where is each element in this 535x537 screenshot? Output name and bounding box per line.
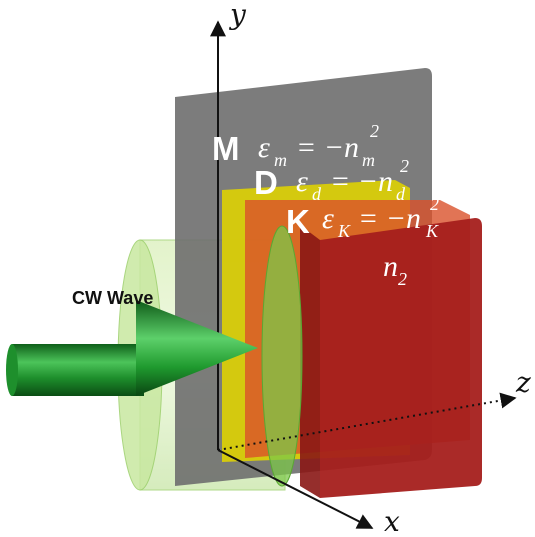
metal-eq-rhs-subscript: m (362, 150, 375, 170)
axes: y x z (210, 0, 531, 537)
y-axis-label: y (228, 0, 247, 31)
metal-eq-subscript: m (274, 150, 287, 170)
z-axis (217, 392, 517, 451)
cw-wave-arrow (6, 300, 258, 396)
kerr-letter: K (286, 203, 310, 240)
dielectric-letter: D (254, 164, 278, 201)
kerr-eq-rhs-subscript: K (425, 221, 439, 241)
metal-label: M ε m = −n m 2 (212, 121, 379, 170)
kerr-eq-symbol: ε (322, 202, 334, 235)
dielectric-eq-subscript: d (312, 184, 322, 204)
dielectric-eq-superscript: 2 (400, 156, 409, 176)
dielectric-eq-rhs: = −n (330, 165, 393, 198)
kerr-label: K ε K = −n K 2 (286, 194, 439, 241)
substrate-label: n 2 (383, 250, 407, 289)
substrate-block (300, 218, 482, 498)
kerr-eq-subscript: K (337, 221, 351, 241)
kerr-eq-rhs: = −n (358, 202, 421, 235)
kerr-eq-superscript: 2 (430, 194, 439, 214)
metal-eq-superscript: 2 (370, 121, 379, 141)
dielectric-label: D ε d = −n d 2 (254, 156, 409, 204)
cw-wave-label: CW Wave (72, 288, 153, 308)
metal-eq-symbol: ε (258, 131, 270, 164)
x-axis-label: x (384, 505, 400, 537)
metal-letter: M (212, 130, 240, 167)
beam-front-ellipse (261, 225, 303, 487)
dielectric-eq-rhs-subscript: d (396, 184, 406, 204)
substrate-subscript: 2 (398, 269, 407, 289)
metal-eq-rhs: = −n (296, 131, 359, 164)
x-axis (217, 449, 374, 529)
dielectric-eq-symbol: ε (296, 165, 308, 198)
substrate-n: n (383, 250, 398, 283)
z-axis-label: z (515, 366, 531, 399)
